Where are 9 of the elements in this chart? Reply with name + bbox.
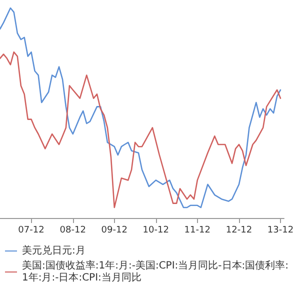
x-tick-label: 12-12 [226,226,252,236]
x-tick-label: 10-12 [142,226,169,236]
x-tick-label: 09-12 [101,226,128,236]
legend-label: 美国:国债收益率:1年:月:-美国:CPI:当月同比-日本:国债利率:1年:月:-日本:CPI:当月同比 [22,260,288,284]
x-tick-label: 11-12 [184,226,210,236]
x-tick-label: 08-12 [60,226,86,236]
x-tick-label: 13-12 [267,226,294,236]
legend-label: 美元兑日元:月 [22,244,86,256]
x-tick-label: 07-12 [18,226,44,236]
